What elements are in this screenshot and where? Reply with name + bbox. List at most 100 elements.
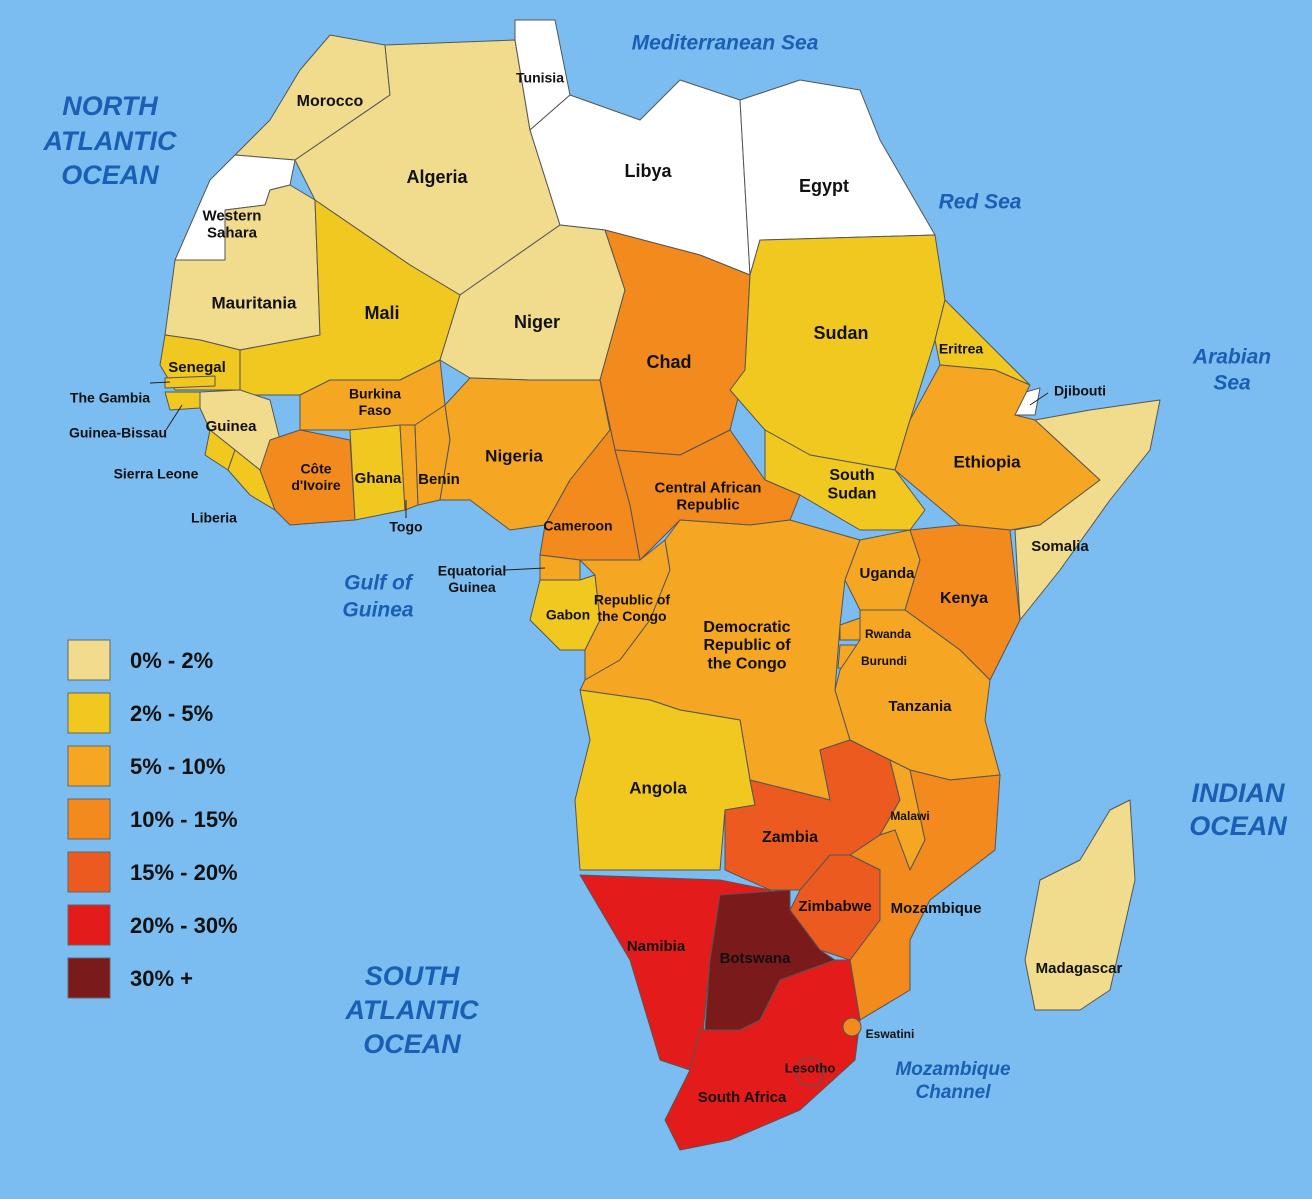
water-label: ATLANTIC <box>345 995 479 1025</box>
country <box>764 429 926 531</box>
country-label: Angola <box>629 778 687 797</box>
legend-label: 5% - 10% <box>130 754 225 779</box>
country <box>1014 399 1161 621</box>
country-label: Namibia <box>627 938 686 955</box>
water-label: NORTH <box>62 91 158 121</box>
country <box>227 449 276 511</box>
country-label: Eswatini <box>866 1027 915 1041</box>
country-label: Ethiopia <box>953 452 1021 471</box>
legend-swatch <box>67 692 111 734</box>
water-label: OCEAN <box>61 160 159 190</box>
country-label: Algeria <box>406 167 468 187</box>
water-label: Mediterranean Sea <box>632 32 819 55</box>
country-label: Lesotho <box>785 1060 836 1075</box>
country-label: Sahara <box>207 225 258 242</box>
legend-swatch <box>67 904 111 946</box>
country-label: Tunisia <box>516 70 564 86</box>
country-label: Senegal <box>168 359 226 376</box>
legend-swatch <box>67 851 111 893</box>
country-label: Mali <box>364 303 399 323</box>
country-label: Mauritania <box>211 293 297 312</box>
water-label: OCEAN <box>363 1029 461 1059</box>
water-label: Guinea <box>342 599 414 622</box>
country <box>795 1057 825 1087</box>
country-label: Republic of <box>703 637 791 654</box>
country-label: Faso <box>359 402 392 418</box>
country-label: South Africa <box>698 1089 787 1106</box>
country <box>164 375 216 389</box>
country-label: South <box>829 467 874 484</box>
country-label: Gabon <box>546 607 590 623</box>
legend-swatch <box>67 957 111 999</box>
country-label: Morocco <box>297 93 364 110</box>
country-label: d'Ivoire <box>291 477 340 493</box>
country-label: Sierra Leone <box>114 466 199 482</box>
country-label: Burundi <box>861 654 907 668</box>
water-label: Arabian <box>1192 346 1271 369</box>
country <box>842 1017 862 1037</box>
country-label: Guinea <box>448 579 496 595</box>
legend-label: 0% - 2% <box>130 648 213 673</box>
legend-swatch <box>67 745 111 787</box>
country-label: Eritrea <box>939 341 984 357</box>
water-label: ATLANTIC <box>43 126 177 156</box>
country-label: Guinea <box>206 418 258 435</box>
country-label: Sudan <box>813 323 868 343</box>
country-label: Sudan <box>828 485 877 502</box>
water-label: Gulf of <box>344 572 414 595</box>
country <box>664 959 861 1151</box>
country-label: Malawi <box>890 809 929 823</box>
legend-swatch <box>67 798 111 840</box>
country-label: Djibouti <box>1054 383 1106 399</box>
country-label: Cameroon <box>543 518 612 534</box>
country-label: Republic <box>676 497 739 514</box>
country-label: Guinea-Bissau <box>69 425 167 441</box>
leader-line <box>165 404 183 431</box>
water-label: Sea <box>1213 372 1251 395</box>
water-label: Red Sea <box>939 191 1022 214</box>
legend-swatch <box>67 639 111 681</box>
country-label: The Gambia <box>70 390 150 406</box>
legend-label: 30% + <box>130 966 193 991</box>
leader-line <box>1029 392 1049 406</box>
country-label: Benin <box>418 471 460 488</box>
country-label: Ghana <box>355 470 402 487</box>
legend-label: 15% - 20% <box>130 860 238 885</box>
legend-label: 2% - 5% <box>130 701 213 726</box>
country-label: Mozambique <box>891 900 982 917</box>
country-label: Uganda <box>859 565 915 582</box>
country-label: Western <box>203 207 262 224</box>
leader-line <box>504 567 546 571</box>
water-label: Channel <box>916 1082 992 1103</box>
country-label: Egypt <box>799 176 849 196</box>
country-label: Niger <box>514 312 560 332</box>
country-label: Zambia <box>762 829 818 846</box>
country-label: Burkina <box>349 386 401 402</box>
country-label: Somalia <box>1031 538 1089 555</box>
country-label: Côte <box>300 461 331 477</box>
water-label: INDIAN <box>1192 778 1285 808</box>
water-label: OCEAN <box>1189 811 1287 841</box>
country-label: Rwanda <box>865 627 911 641</box>
leader-line <box>149 381 171 384</box>
country-label: Central African <box>655 479 762 496</box>
legend-label: 10% - 15% <box>130 807 238 832</box>
water-label: Mozambique <box>895 1059 1010 1080</box>
country-label: Democratic <box>703 619 790 636</box>
country-label: Tanzania <box>888 698 952 715</box>
country-label: Libya <box>624 161 672 181</box>
country-label: Kenya <box>940 590 988 607</box>
country-label: Madagascar <box>1036 960 1123 977</box>
country <box>1024 799 1136 1011</box>
country-label: Botswana <box>720 950 792 967</box>
country <box>164 391 201 411</box>
country-label: Chad <box>647 352 692 372</box>
country <box>259 429 356 526</box>
country-label: Nigeria <box>485 446 543 465</box>
legend-label: 20% - 30% <box>130 913 238 938</box>
country-label: the Congo <box>707 656 786 673</box>
country-label: Republic of <box>594 592 671 608</box>
country-label: Liberia <box>191 510 237 526</box>
country <box>539 554 581 581</box>
